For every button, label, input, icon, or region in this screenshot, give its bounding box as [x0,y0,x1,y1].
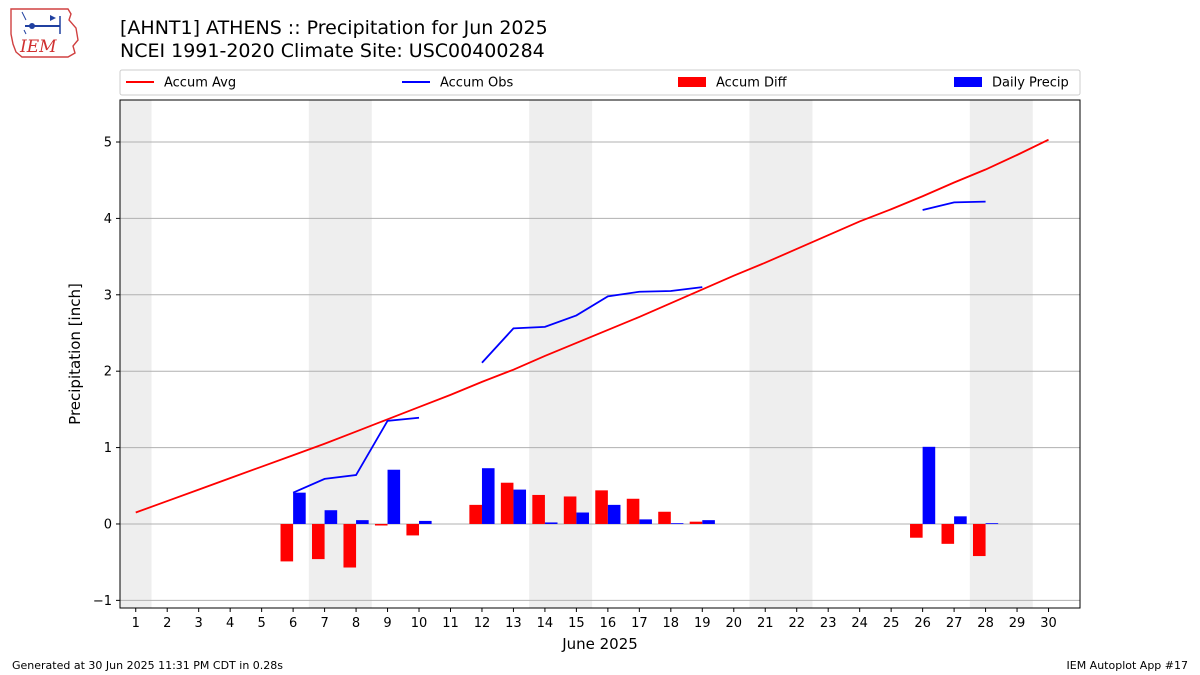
daily-precip-bar [293,492,306,524]
x-tick-label: 21 [757,616,774,631]
legend-label: Daily Precip [992,76,1069,91]
x-tick-label: 9 [383,616,391,631]
accum-diff-bar [941,523,955,544]
accum-diff-bar [658,511,671,524]
app-label: IEM Autoplot App #17 [1066,659,1189,672]
accum-diff-bar [312,523,325,560]
daily-precip-bar [922,446,936,524]
daily-precip-bar [670,523,684,525]
legend-label: Accum Diff [716,76,788,91]
x-tick-label: 10 [411,616,428,631]
weekend-band [120,100,152,608]
accum-diff-bar [910,523,923,538]
y-tick-label: 0 [104,517,112,532]
accum-diff-bar [972,523,986,557]
x-tick-label: 5 [257,616,265,631]
weekend-band [969,100,1033,608]
daily-precip-bar [513,489,527,524]
x-tick-label: 29 [1009,616,1026,631]
x-tick-label: 18 [663,616,680,631]
x-tick-label: 2 [163,616,171,631]
y-tick-label: 1 [104,441,112,456]
x-tick-label: 22 [788,616,805,631]
x-tick-label: 20 [725,616,742,631]
x-tick-label: 13 [505,616,522,631]
accum-avg-line [135,138,1049,514]
x-tick-label: 6 [289,616,297,631]
x-tick-label: 28 [977,616,994,631]
weekend-band [749,100,813,608]
legend-swatch [954,77,982,87]
x-tick-label: 16 [600,616,617,631]
x-tick-label: 30 [1040,616,1057,631]
x-tick-label: 19 [694,616,711,631]
weekend-band [529,100,593,608]
daily-precip-bar [607,504,621,524]
x-tick-label: 17 [631,616,648,631]
legend-item: Accum Diff [678,76,788,91]
x-axis-label: June 2025 [561,635,638,653]
x-tick-label: 1 [132,616,140,631]
legend-swatch [678,77,706,87]
accum-diff-bar [374,523,388,526]
chart-subtitle: NCEI 1991-2020 Climate Site: USC00400284 [120,40,545,62]
x-tick-label: 26 [914,616,931,631]
daily-precip-bar [702,520,715,524]
x-tick-label: 25 [883,616,900,631]
daily-precip-bar [481,468,495,524]
x-tick-label: 15 [568,616,585,631]
accum-obs-line [922,200,986,211]
x-tick-label: 12 [474,616,491,631]
accum-obs-line [481,286,703,364]
accum-diff-bar [500,482,514,524]
accum-diff-bar [626,498,640,524]
x-tick-label: 14 [537,616,554,631]
daily-precip-bar [576,512,589,524]
x-tick-label: 11 [442,616,459,631]
plot-frame [119,99,1081,609]
accum-diff-bar [689,521,703,524]
accum-diff-bar [469,504,482,524]
x-tick-label: 23 [820,616,837,631]
logo-text: IEM [19,37,57,57]
daily-precip-bar [954,516,967,524]
legend-item: Accum Obs [402,76,513,91]
x-tick-label: 8 [352,616,360,631]
generated-timestamp: Generated at 30 Jun 2025 11:31 PM CDT in… [12,659,284,672]
y-tick-label: −1 [93,594,112,609]
daily-precip-bar [985,523,999,525]
accum-obs-line [292,416,420,494]
x-tick-label: 24 [851,616,868,631]
y-tick-label: 5 [104,136,112,151]
y-tick-label: 2 [104,365,112,380]
x-tick-label: 4 [226,616,234,631]
accum-diff-bar [406,523,420,536]
daily-precip-bar [387,469,401,524]
iem-logo: IEM [8,6,82,60]
legend-box [119,69,1081,96]
daily-precip-bar [639,519,652,524]
legend-label: Accum Avg [164,76,236,91]
daily-precip-bar [419,520,432,524]
accum-diff-bar [595,490,608,524]
x-tick-label: 7 [320,616,328,631]
x-tick-label: 3 [195,616,203,631]
legend-item: Accum Avg [126,76,236,91]
daily-precip-bar [324,510,338,524]
daily-precip-bar [356,520,369,524]
y-tick-label: 3 [104,288,112,303]
daily-precip-bar [544,522,558,524]
y-axis-label: Precipitation [inch] [66,283,84,425]
x-tick-label: 27 [946,616,963,631]
legend-label: Accum Obs [440,76,513,91]
legend-item: Daily Precip [954,76,1069,91]
accum-diff-bar [280,523,294,562]
chart-title: [AHNT1] ATHENS :: Precipitation for Jun … [120,17,548,39]
accum-diff-bar [563,496,577,524]
y-tick-label: 4 [104,212,112,227]
accum-diff-bar [343,523,357,568]
accum-diff-bar [532,494,545,524]
